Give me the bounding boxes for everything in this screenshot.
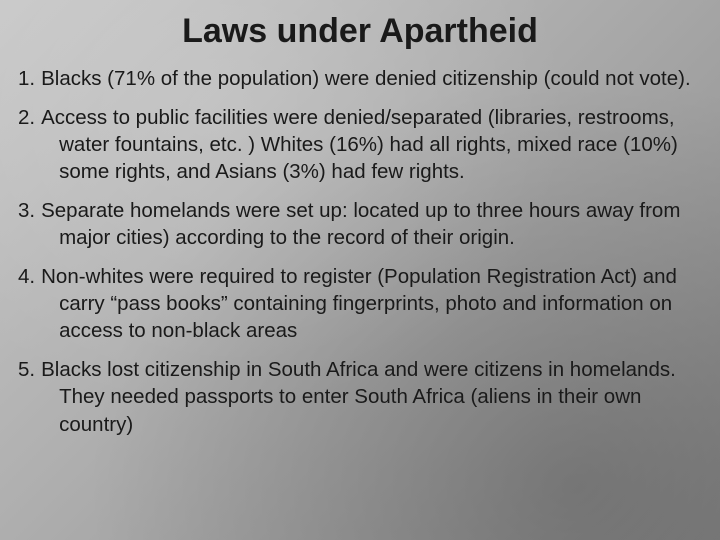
- item-number: 4.: [18, 263, 41, 344]
- item-number: 3.: [18, 197, 41, 251]
- item-number: 5.: [18, 356, 41, 437]
- list-item: 5. Blacks lost citizenship in South Afri…: [18, 356, 702, 437]
- slide-title: Laws under Apartheid: [18, 12, 702, 51]
- item-text: Separate homelands were set up: located …: [41, 197, 702, 251]
- item-text: Non-whites were required to register (Po…: [41, 263, 702, 344]
- list-item: 2. Access to public facilities were deni…: [18, 104, 702, 185]
- item-number: 1.: [18, 65, 41, 92]
- item-number: 2.: [18, 104, 41, 185]
- item-text: Access to public facilities were denied/…: [41, 104, 702, 185]
- item-text: Blacks (71% of the population) were deni…: [41, 65, 702, 92]
- list-item: 3. Separate homelands were set up: locat…: [18, 197, 702, 251]
- slide-container: Laws under Apartheid 1. Blacks (71% of t…: [0, 0, 720, 540]
- list-item: 1. Blacks (71% of the population) were d…: [18, 65, 702, 92]
- item-text: Blacks lost citizenship in South Africa …: [41, 356, 702, 437]
- list-item: 4. Non-whites were required to register …: [18, 263, 702, 344]
